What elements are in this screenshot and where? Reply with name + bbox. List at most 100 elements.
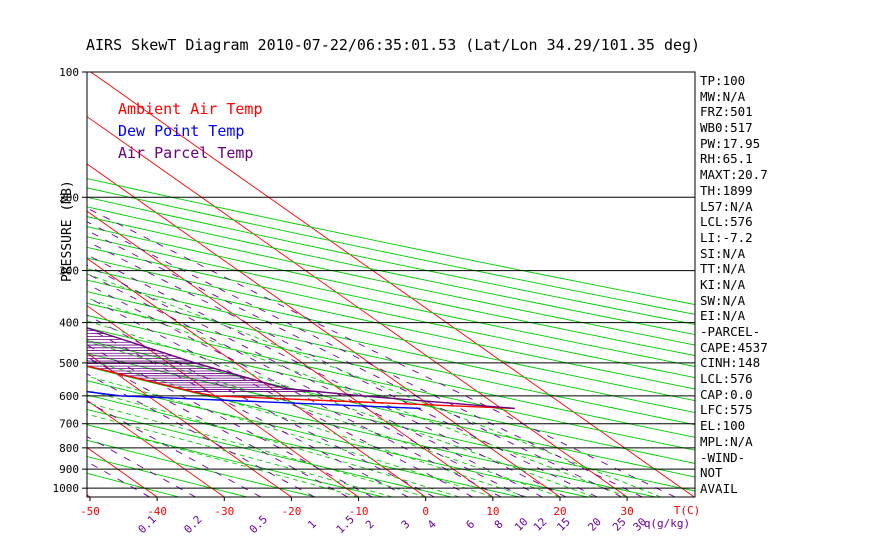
isotherm-line [87,494,91,497]
isotherm-line [0,72,23,497]
dry-adiabat-line [87,178,695,306]
index-tp: TP:100 [700,73,746,88]
moist-adiabat-line [87,413,393,497]
bottom-temp-label: 30 [620,505,633,518]
mixing-ratio-label: 6 [463,518,477,532]
pressure-tick-label: 100 [59,66,79,79]
dry-adiabat-line [87,236,695,367]
pressure-tick-label: 800 [59,442,79,455]
pressure-tick-label: 200 [59,191,79,204]
dry-adiabat-line [87,409,452,497]
legend-air-parcel-temp: Air Parcel Temp [118,144,254,162]
moist-adiabat-line [87,320,594,497]
index-rh: RH:65.1 [700,151,753,167]
dry-adiabat-line [87,187,695,315]
mixing-ratio-line [87,264,543,497]
dry-adiabat-line [87,226,695,357]
isotherm-line [87,305,359,497]
plot-area [0,72,695,497]
mixing-ratio-line [87,373,315,497]
mixing-ratio-label: 1 [305,518,319,532]
mixing-ratio-label: 8 [492,518,506,532]
index-pw: PW:17.95 [700,135,761,151]
dry-adiabat-line [87,216,695,346]
index-th: TH:1899 [700,182,753,198]
index-el: EL:100 [700,418,746,434]
air-parcel-temp-line [87,327,515,410]
plot-frame [86,71,696,498]
index-ki: KI:N/A [700,276,746,292]
index-wind-avail: AVAIL [700,480,738,496]
isotherm-line [87,210,494,497]
moist-adiabat-line [87,389,460,497]
isotherm-line [87,399,225,497]
dry-adiabat-line [87,257,695,390]
dry-adiabat-line [87,314,695,451]
isotherm-line [87,163,561,497]
mixing-ratio-line [87,327,409,497]
index-parcel-lcl: LCL:576 [700,371,753,387]
mixing-ratio-label: 25 [610,515,629,534]
chart-title: AIRS SkewT Diagram 2010-07-22/06:35:01.5… [86,36,701,54]
dry-adiabat-line [87,439,316,497]
pressure-tick-label: 300 [59,265,79,278]
moist-adiabat-line [87,273,661,497]
index-l57: L57:N/A [700,198,753,214]
index-lcl: LCL:576 [700,214,753,230]
dry-adiabat-line [87,380,588,497]
index-parcel-header: -PARCEL- [700,324,761,339]
dry-adiabat-line [87,394,520,497]
bottom-temp-label: 0 [422,505,429,518]
isotherm-line [87,352,292,497]
ambient-air-temp-line [87,365,515,410]
mixing-ratio-line [87,356,349,497]
index-lfc: LFC:575 [700,402,753,418]
dry-adiabat-line [87,302,695,438]
mixing-ratio-label: 12 [531,515,550,534]
mixing-ratio-line [87,435,196,497]
mixing-ratio-label: 0.5 [247,513,270,536]
index-frz: FRZ:501 [700,104,753,120]
dry-adiabat-line [87,366,656,497]
mixing-axis-unit-label: q(g/kg) [644,517,690,530]
index-mpl: MPL:N/A [700,433,753,449]
index-si: SI:N/A [700,245,746,261]
dry-adiabat-line [87,279,695,414]
index-sw: SW:N/A [700,292,746,308]
mixing-ratio-line [87,344,373,497]
bottom-temp-label: -40 [147,505,167,518]
bottom-temp-label: 20 [553,505,566,518]
dry-adiabat-line [87,206,695,335]
pressure-tick-label: 500 [59,357,79,370]
index-maxt: MAXT:20.7 [700,167,768,183]
mixing-ratio-line [87,207,676,497]
bottom-temp-label: -20 [281,505,301,518]
dry-adiabat-line [87,456,248,497]
moist-adiabat-line [87,424,359,497]
dry-adiabat-line [87,327,695,464]
pressure-tick-label: 900 [59,463,79,476]
bottom-temp-label: -30 [214,505,234,518]
index-cap: CAP:0.0 [700,386,753,402]
index-li: LI:-7.2 [700,229,753,245]
bottom-temp-label: -10 [349,505,369,518]
index-wind-header: -WIND- [700,449,746,465]
mixing-ratio-line [87,221,643,497]
mixing-ratio-label: 10 [512,515,531,534]
mixing-ratio-label: 3 [399,518,413,532]
isotherm-line [87,116,628,497]
index-cinh: CINH:148 [700,355,761,371]
dry-adiabat-line [87,268,695,402]
index-ei: EI:N/A [700,308,746,324]
mixing-ratio-label: 0.2 [181,513,204,536]
index-mw: MW:N/A [700,88,746,104]
temp-axis-unit-label: T(C) [674,504,701,517]
index-tt: TT:N/A [700,261,746,277]
dry-adiabat-line [87,352,695,492]
mixing-ratio-label: 4 [425,517,439,531]
bottom-temp-label: 10 [486,505,499,518]
moist-adiabat-line [87,341,561,497]
mixing-ratio-label: 2 [363,518,377,532]
dry-adiabat-line [87,291,695,426]
